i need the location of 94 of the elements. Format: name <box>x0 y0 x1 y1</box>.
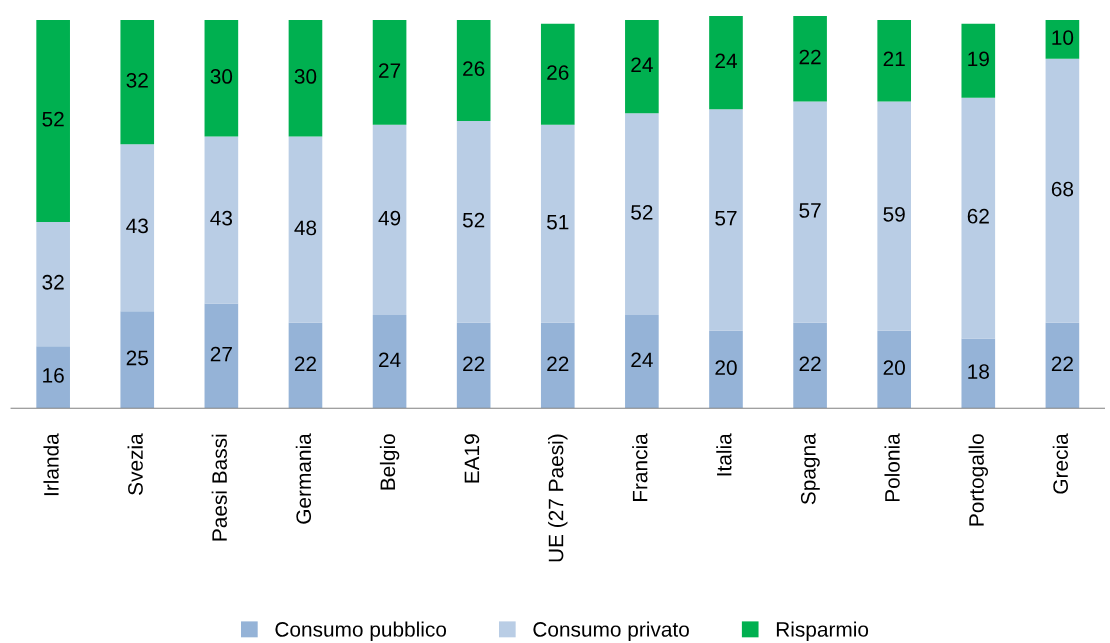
bar <box>877 330 912 409</box>
bar <box>961 97 996 339</box>
x-tick-label: Belgio <box>379 434 400 490</box>
data-label: 30 <box>294 69 317 84</box>
bar <box>540 23 575 125</box>
x-tick-label: Irlanda <box>43 433 59 496</box>
data-label: 22 <box>799 356 821 371</box>
bar <box>36 346 70 409</box>
bar <box>288 136 323 323</box>
x-tick-label: Grecia <box>1052 433 1068 494</box>
legend-label: Risparmio <box>776 621 869 641</box>
data-label: 32 <box>126 72 148 88</box>
data-label: 25 <box>126 350 148 366</box>
data-label: 26 <box>463 61 485 77</box>
bar <box>877 101 912 331</box>
bar <box>1045 322 1080 409</box>
bar <box>793 16 827 102</box>
x-tick-label: Spagna <box>800 433 820 505</box>
data-label: 27 <box>210 346 232 362</box>
bar <box>288 322 323 409</box>
bar <box>204 19 239 137</box>
bar <box>456 19 491 121</box>
data-label: 22 <box>1051 356 1073 371</box>
data-label: 68 <box>1051 181 1074 197</box>
data-label: 52 <box>462 212 485 228</box>
bar <box>36 19 70 222</box>
x-tick-label: Italia <box>716 433 732 476</box>
legend-label: Consumo pubblico <box>275 621 447 641</box>
data-label: 62 <box>967 208 989 224</box>
bar <box>36 221 70 347</box>
bar <box>709 16 743 110</box>
bar <box>288 19 323 137</box>
bar <box>1045 58 1080 323</box>
x-tick-label: Portogallo <box>968 434 988 526</box>
bar <box>625 19 659 114</box>
data-label: 43 <box>210 210 233 226</box>
data-label: 59 <box>883 206 905 222</box>
bar <box>372 315 407 409</box>
data-label: 24 <box>631 352 653 368</box>
data-label: 24 <box>379 352 401 368</box>
data-label: 32 <box>42 274 64 290</box>
data-label: 21 <box>883 51 905 67</box>
data-label: 24 <box>631 57 653 72</box>
bar <box>456 120 491 323</box>
data-label: 52 <box>631 204 653 220</box>
bar <box>793 322 827 409</box>
bar <box>120 19 155 145</box>
data-label: 18 <box>968 364 989 379</box>
data-label: 57 <box>799 203 821 218</box>
x-tick-label: UE (27 Paesi) <box>548 434 568 562</box>
data-label: 49 <box>378 210 401 226</box>
bar <box>709 109 743 331</box>
x-tick-label: EA19 <box>464 434 480 483</box>
bar <box>120 311 155 409</box>
data-label: 20 <box>883 360 905 376</box>
bar <box>120 144 155 312</box>
bar <box>961 338 996 409</box>
bar <box>456 322 491 409</box>
data-label: 43 <box>126 218 148 234</box>
data-label: 22 <box>547 356 569 371</box>
data-label: 51 <box>547 214 569 230</box>
data-label: 19 <box>968 51 989 67</box>
bar <box>204 136 239 304</box>
bar <box>961 23 996 98</box>
bar <box>709 330 743 409</box>
data-label: 22 <box>799 49 821 65</box>
bar <box>372 19 407 125</box>
bar <box>625 315 659 409</box>
data-label: 24 <box>715 53 737 69</box>
x-tick-label: Germania <box>295 433 312 524</box>
data-label: 16 <box>43 368 64 383</box>
data-label: 27 <box>379 63 401 78</box>
bar <box>540 124 575 323</box>
data-label: 22 <box>463 356 485 371</box>
data-label: 57 <box>715 211 737 226</box>
data-label: 26 <box>547 65 569 80</box>
bar <box>540 322 575 409</box>
data-label: 20 <box>715 360 737 376</box>
data-label: 10 <box>1052 30 1074 45</box>
data-label: 48 <box>294 220 317 236</box>
bar <box>793 101 827 323</box>
x-tick-label: Svezia <box>127 433 143 495</box>
bar <box>877 19 912 102</box>
bar <box>372 124 407 316</box>
x-tick-label: Paesi Bassi <box>211 434 227 541</box>
bar <box>204 303 239 409</box>
bar <box>625 113 659 316</box>
data-label: 30 <box>210 69 233 84</box>
legend-label: Consumo privato <box>533 621 689 641</box>
bar <box>1045 19 1080 59</box>
data-label: 22 <box>294 356 317 371</box>
data-label: 52 <box>42 111 64 127</box>
x-tick-label: Polonia <box>884 433 900 502</box>
x-tick-label: Francia <box>632 433 648 502</box>
